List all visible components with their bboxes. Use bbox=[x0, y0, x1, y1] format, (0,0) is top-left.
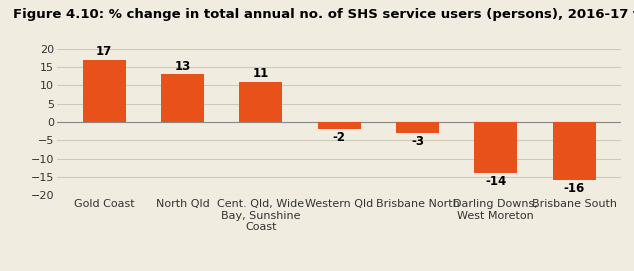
Text: -14: -14 bbox=[485, 175, 507, 188]
Bar bbox=[396, 122, 439, 133]
Text: Figure 4.10: % change in total annual no. of SHS service users (persons), 2016-1: Figure 4.10: % change in total annual no… bbox=[13, 8, 634, 21]
Bar bbox=[318, 122, 361, 129]
Text: -2: -2 bbox=[333, 131, 346, 144]
Text: -16: -16 bbox=[564, 182, 585, 195]
Bar bbox=[82, 60, 126, 122]
Text: 13: 13 bbox=[174, 60, 191, 73]
Text: 17: 17 bbox=[96, 45, 112, 58]
Bar bbox=[553, 122, 596, 180]
Bar bbox=[240, 82, 282, 122]
Bar bbox=[161, 74, 204, 122]
Bar bbox=[474, 122, 517, 173]
Text: 11: 11 bbox=[253, 67, 269, 80]
Text: -3: -3 bbox=[411, 135, 424, 148]
